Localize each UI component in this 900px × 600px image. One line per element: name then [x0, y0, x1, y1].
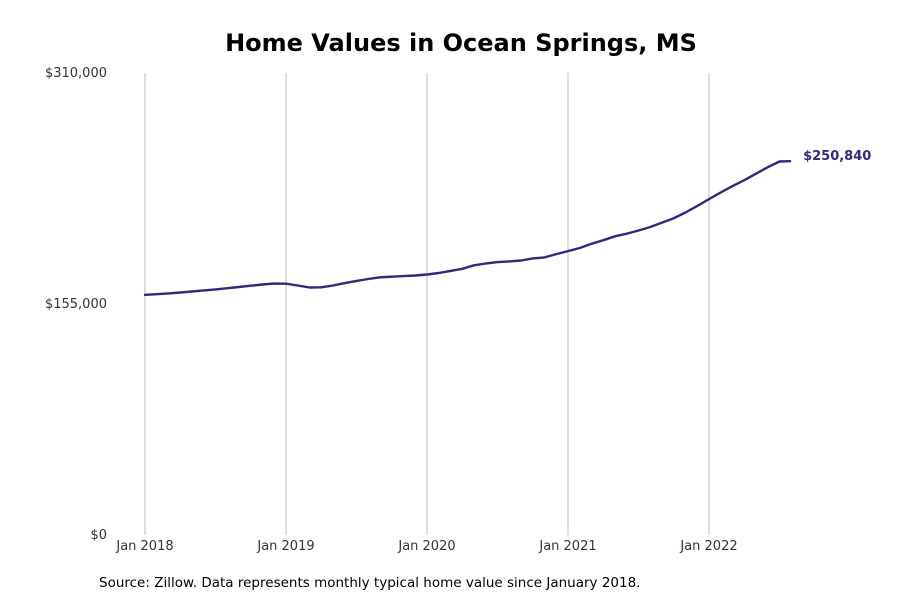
series-line	[143, 160, 792, 296]
x-axis-ticks: Jan 2018 Jan 2019 Jan 2020 Jan 2021 Jan 2022	[115, 539, 737, 554]
y-axis-ticks: $0 $155,000 $310,000	[45, 66, 107, 543]
grid-lines	[144, 73, 710, 535]
x-tick-label: Jan 2022	[679, 539, 737, 554]
y-tick-label: $0	[90, 528, 107, 543]
end-value-label: $250,840	[803, 149, 871, 164]
x-tick-label: Jan 2019	[256, 539, 314, 554]
series-area: $250,840	[143, 149, 871, 296]
y-tick-label: $155,000	[45, 297, 107, 312]
source-note: Source: Zillow. Data represents monthly …	[99, 575, 640, 591]
x-tick-label: Jan 2021	[538, 539, 596, 554]
x-tick-label: Jan 2018	[115, 539, 173, 554]
x-tick-label: Jan 2020	[397, 539, 455, 554]
chart-title: Home Values in Ocean Springs, MS	[225, 29, 697, 57]
y-tick-label: $310,000	[45, 66, 107, 81]
